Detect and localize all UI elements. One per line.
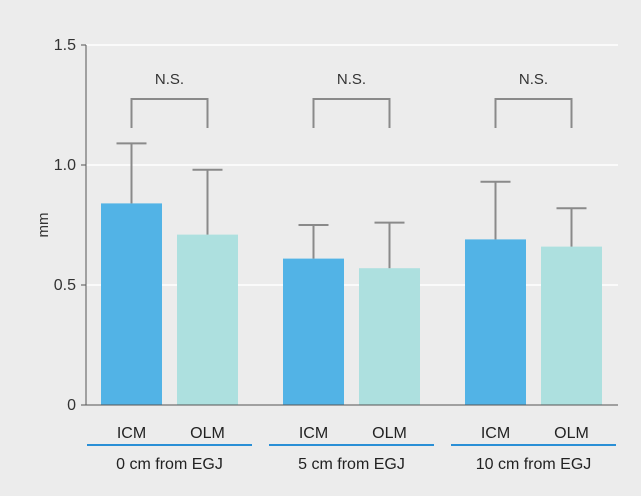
significance-bracket — [130, 98, 209, 128]
significance-bracket — [494, 98, 573, 128]
y-axis-title: mm — [35, 213, 52, 238]
group-label: 0 cm from EGJ — [116, 456, 223, 473]
x-category-label: ICM — [117, 425, 146, 442]
y-tick-label: 0.5 — [54, 277, 76, 294]
bar-icm — [101, 203, 162, 405]
y-tick-label: 0 — [67, 397, 76, 414]
bars-layer — [101, 203, 602, 405]
labels-layer: 0 0.5 1.0 1.5 ICM OLM 0 cm from EGJ ICM OLM 5 cm … — [54, 37, 592, 473]
x-category-label: ICM — [481, 425, 510, 442]
group-label: 5 cm from EGJ — [298, 456, 405, 473]
significance-bracket — [312, 98, 391, 128]
group-label: 10 cm from EGJ — [476, 456, 592, 473]
axis-layer — [81, 44, 618, 446]
x-category-label: OLM — [190, 425, 225, 442]
x-category-label: ICM — [299, 425, 328, 442]
significance-label: N.S. — [337, 71, 366, 88]
bar-olm — [177, 234, 238, 405]
bar-icm — [465, 239, 526, 405]
bar-olm — [359, 268, 420, 405]
x-category-label: OLM — [372, 425, 407, 442]
y-tick-label: 1.5 — [54, 37, 76, 54]
significance-label: N.S. — [519, 71, 548, 88]
grid-layer — [86, 44, 618, 286]
x-category-label: OLM — [554, 425, 589, 442]
significance-label: N.S. — [155, 71, 184, 88]
bar-icm — [283, 258, 344, 405]
y-tick-label: 1.0 — [54, 157, 76, 174]
significance-layer: N.S. N.S. N.S. — [130, 71, 573, 128]
bar-olm — [541, 246, 602, 405]
error-bars-layer — [116, 142, 587, 269]
